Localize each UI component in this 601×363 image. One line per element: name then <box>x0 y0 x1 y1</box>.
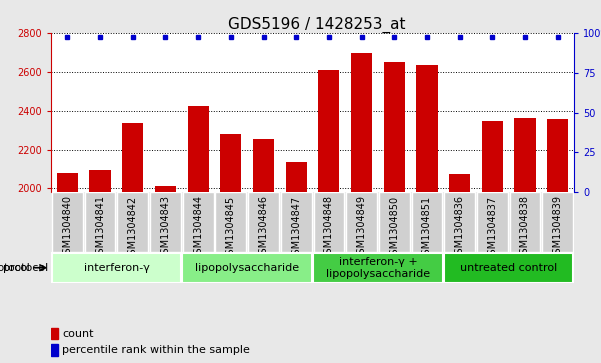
Bar <box>155 185 176 363</box>
Bar <box>51 328 58 339</box>
Text: GSM1304842: GSM1304842 <box>128 195 138 261</box>
Bar <box>444 253 573 282</box>
Bar <box>542 192 573 252</box>
Bar <box>314 192 344 252</box>
Text: GSM1304836: GSM1304836 <box>454 195 465 260</box>
Bar <box>122 123 144 363</box>
Text: interferon-γ +
lipopolysaccharide: interferon-γ + lipopolysaccharide <box>326 257 430 278</box>
Bar <box>150 192 181 252</box>
Text: untreated control: untreated control <box>460 263 557 273</box>
Bar <box>117 192 148 252</box>
Bar <box>416 65 438 363</box>
Text: protocol: protocol <box>3 263 48 273</box>
Bar <box>477 192 508 252</box>
Bar <box>319 70 340 363</box>
Bar <box>253 139 274 363</box>
Bar <box>383 62 405 363</box>
Bar <box>285 162 307 363</box>
Text: GSM1304848: GSM1304848 <box>324 195 334 260</box>
Text: GSM1304839: GSM1304839 <box>552 195 563 260</box>
Text: GSM1304846: GSM1304846 <box>258 195 269 260</box>
Bar <box>52 192 83 252</box>
Bar <box>216 192 246 252</box>
Bar <box>183 253 312 282</box>
Text: GSM1304851: GSM1304851 <box>422 195 432 261</box>
Bar <box>85 192 115 252</box>
Bar <box>51 344 58 356</box>
Bar <box>313 253 442 282</box>
Bar <box>379 192 409 252</box>
Text: GSM1304840: GSM1304840 <box>63 195 73 260</box>
Text: GSM1304845: GSM1304845 <box>226 195 236 261</box>
Bar <box>248 192 279 252</box>
Bar <box>183 192 213 252</box>
Bar <box>351 53 372 363</box>
Bar <box>52 253 181 282</box>
Text: interferon-γ: interferon-γ <box>84 263 150 273</box>
Bar <box>188 106 209 363</box>
Bar <box>220 134 242 363</box>
Text: GSM1304841: GSM1304841 <box>95 195 105 260</box>
Text: lipopolysaccharide: lipopolysaccharide <box>195 263 299 273</box>
Text: percentile rank within the sample: percentile rank within the sample <box>62 345 250 355</box>
Bar <box>57 173 78 363</box>
Bar <box>90 170 111 363</box>
Text: GDS5196 / 1428253_at: GDS5196 / 1428253_at <box>228 16 406 33</box>
Text: GSM1304837: GSM1304837 <box>487 195 497 261</box>
Bar <box>481 121 503 363</box>
Text: GSM1304847: GSM1304847 <box>291 195 301 261</box>
Text: count: count <box>62 329 94 339</box>
Text: GSM1304843: GSM1304843 <box>160 195 171 260</box>
Bar <box>514 118 535 363</box>
Bar <box>281 192 311 252</box>
Text: GSM1304850: GSM1304850 <box>389 195 399 261</box>
Bar <box>547 119 568 363</box>
Text: GSM1304849: GSM1304849 <box>356 195 367 260</box>
Bar <box>449 174 470 363</box>
Bar <box>412 192 442 252</box>
Text: GSM1304844: GSM1304844 <box>193 195 203 260</box>
Text: GSM1304838: GSM1304838 <box>520 195 530 260</box>
Bar <box>510 192 540 252</box>
Bar <box>444 192 475 252</box>
Bar <box>346 192 377 252</box>
Text: protocol: protocol <box>0 263 29 273</box>
